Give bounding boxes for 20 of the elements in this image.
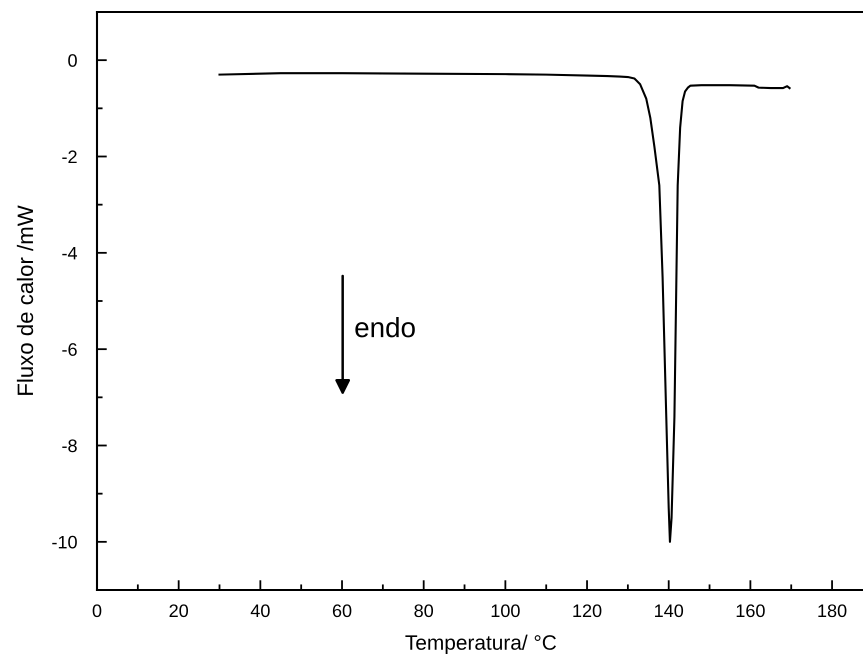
x-tick-label: 100 xyxy=(492,604,520,618)
x-tick-label: 180 xyxy=(818,604,846,618)
x-tick-label: 20 xyxy=(170,604,188,618)
x-tick-label: 40 xyxy=(250,604,270,618)
y-tick-label: -2 xyxy=(62,150,77,164)
x-tick-label: 120 xyxy=(573,604,602,618)
x-tick-label: 0 xyxy=(92,604,102,618)
y-tick-label: -8 xyxy=(62,439,77,452)
x-tick-label: 60 xyxy=(332,604,352,618)
x-tick-label: 160 xyxy=(736,604,765,618)
y-tick-label: -10 xyxy=(52,536,77,549)
annotation: endo xyxy=(355,316,415,338)
y-tick-label: -4 xyxy=(62,246,78,260)
line-series xyxy=(218,72,791,543)
y-axis-title: Fluxo de calor /mW xyxy=(16,205,34,395)
x-tick-label: 80 xyxy=(414,604,434,618)
y-tick-label: 0 xyxy=(68,54,77,67)
x-axis-title: Temperatura/ °C xyxy=(405,634,556,654)
y-tick-label: -6 xyxy=(62,343,77,356)
x-tick-label: 140 xyxy=(655,604,684,618)
